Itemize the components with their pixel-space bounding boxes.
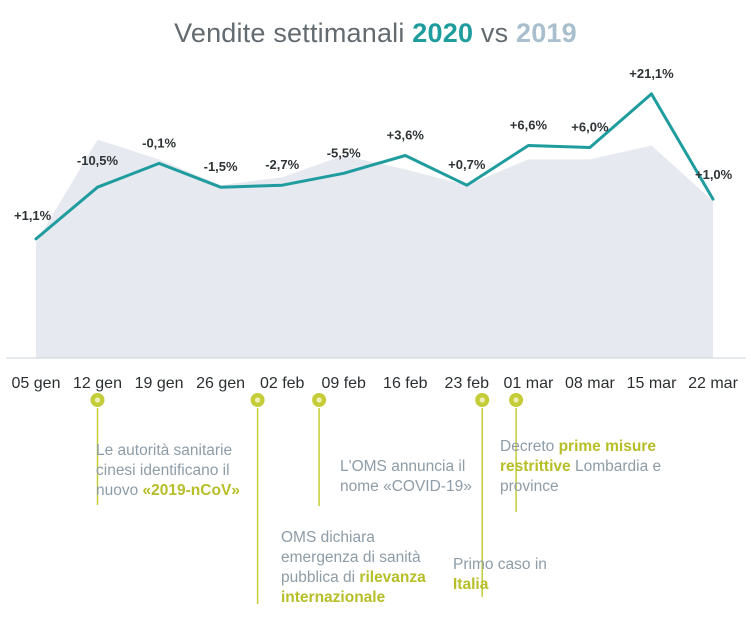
title-year-2019: 2019 [515, 18, 577, 48]
event-note-4-text-a: Primo caso in [453, 556, 547, 573]
event-note-5-text-a: Decreto [500, 438, 559, 455]
x-tick-5: 09 feb [321, 375, 366, 392]
x-tick-7: 23 feb [445, 375, 490, 392]
data-label-11: +1,0% [695, 167, 733, 182]
series-2019-area [36, 139, 713, 358]
event-note-3-text-a: L'OMS annuncia il nome «COVID-19» [340, 458, 472, 495]
data-label-0: +1,1% [14, 208, 52, 223]
x-tick-1: 12 gen [73, 375, 122, 392]
event-marker-center-5 [513, 397, 519, 403]
event-note-4-highlight: Italia [453, 576, 489, 593]
x-axis-tick-labels: 05 gen 12 gen 19 gen 26 gen 02 feb 09 feb 16 f… [12, 375, 739, 392]
event-note-2-text-a: OMS dichiara emergenza di sanità pubblic… [281, 529, 421, 586]
data-label-9: +6,0% [571, 120, 609, 135]
x-tick-11: 22 mar [688, 375, 738, 392]
event-marker-center-4 [479, 397, 485, 403]
x-tick-0: 05 gen [12, 375, 61, 392]
x-tick-9: 08 mar [565, 375, 615, 392]
event-marker-center-2 [255, 397, 261, 403]
title-prefix: Vendite settimanali [174, 18, 405, 48]
series-2020-line [34, 92, 715, 241]
event-note-2-highlight: rilevanza internazionale [281, 569, 426, 606]
event-note-5-text-b: Lombardia e province [500, 458, 662, 495]
x-tick-2: 19 gen [135, 375, 184, 392]
title-year-2020: 2020 [412, 18, 474, 48]
data-label-7: +0,7% [448, 157, 486, 172]
data-label-3: -1,5% [204, 159, 238, 174]
data-label-8: +6,6% [510, 118, 548, 133]
event-marker-center-1 [94, 397, 101, 403]
event-note-3: L'OMS annuncia il nome «COVID-19» [340, 457, 502, 497]
event-note-1-highlight: «2019-nCoV» [142, 482, 240, 499]
chart-title: Vendite settimanali 2020 vs 2019 [0, 18, 751, 49]
event-note-1: Le autorità sanitarie cinesi identifican… [96, 441, 271, 501]
event-note-1-text-a: Le autorità sanitarie cinesi identifican… [96, 442, 233, 499]
data-label-5: -5,5% [327, 145, 361, 160]
x-tick-8: 01 mar [504, 375, 554, 392]
x-tick-4: 02 feb [260, 375, 305, 392]
data-label-2: -0,1% [142, 135, 176, 150]
x-tick-10: 15 mar [627, 375, 677, 392]
event-marker-center-3 [316, 397, 322, 403]
title-vs: vs [480, 18, 509, 48]
data-label-10: +21,1% [629, 66, 674, 81]
event-note-5-highlight: prime misure restrittive [500, 438, 656, 475]
event-note-2: OMS dichiara emergenza di sanità pubblic… [281, 528, 436, 608]
event-note-4: Primo caso in Italia [453, 555, 548, 595]
event-connectors [96, 408, 517, 604]
data-labels: +1,1% -10,5% -0,1% -1,5% -2,7% -5,5% +3,6% +0,7… [14, 66, 733, 223]
event-markers [90, 393, 524, 407]
x-tick-3: 26 gen [196, 375, 245, 392]
x-tick-6: 16 feb [383, 375, 428, 392]
event-note-5: Decreto prime misure restrittive Lombard… [500, 437, 710, 497]
data-label-1: -10,5% [77, 153, 119, 168]
data-label-4: -2,7% [265, 157, 299, 172]
data-label-6: +3,6% [387, 128, 425, 143]
